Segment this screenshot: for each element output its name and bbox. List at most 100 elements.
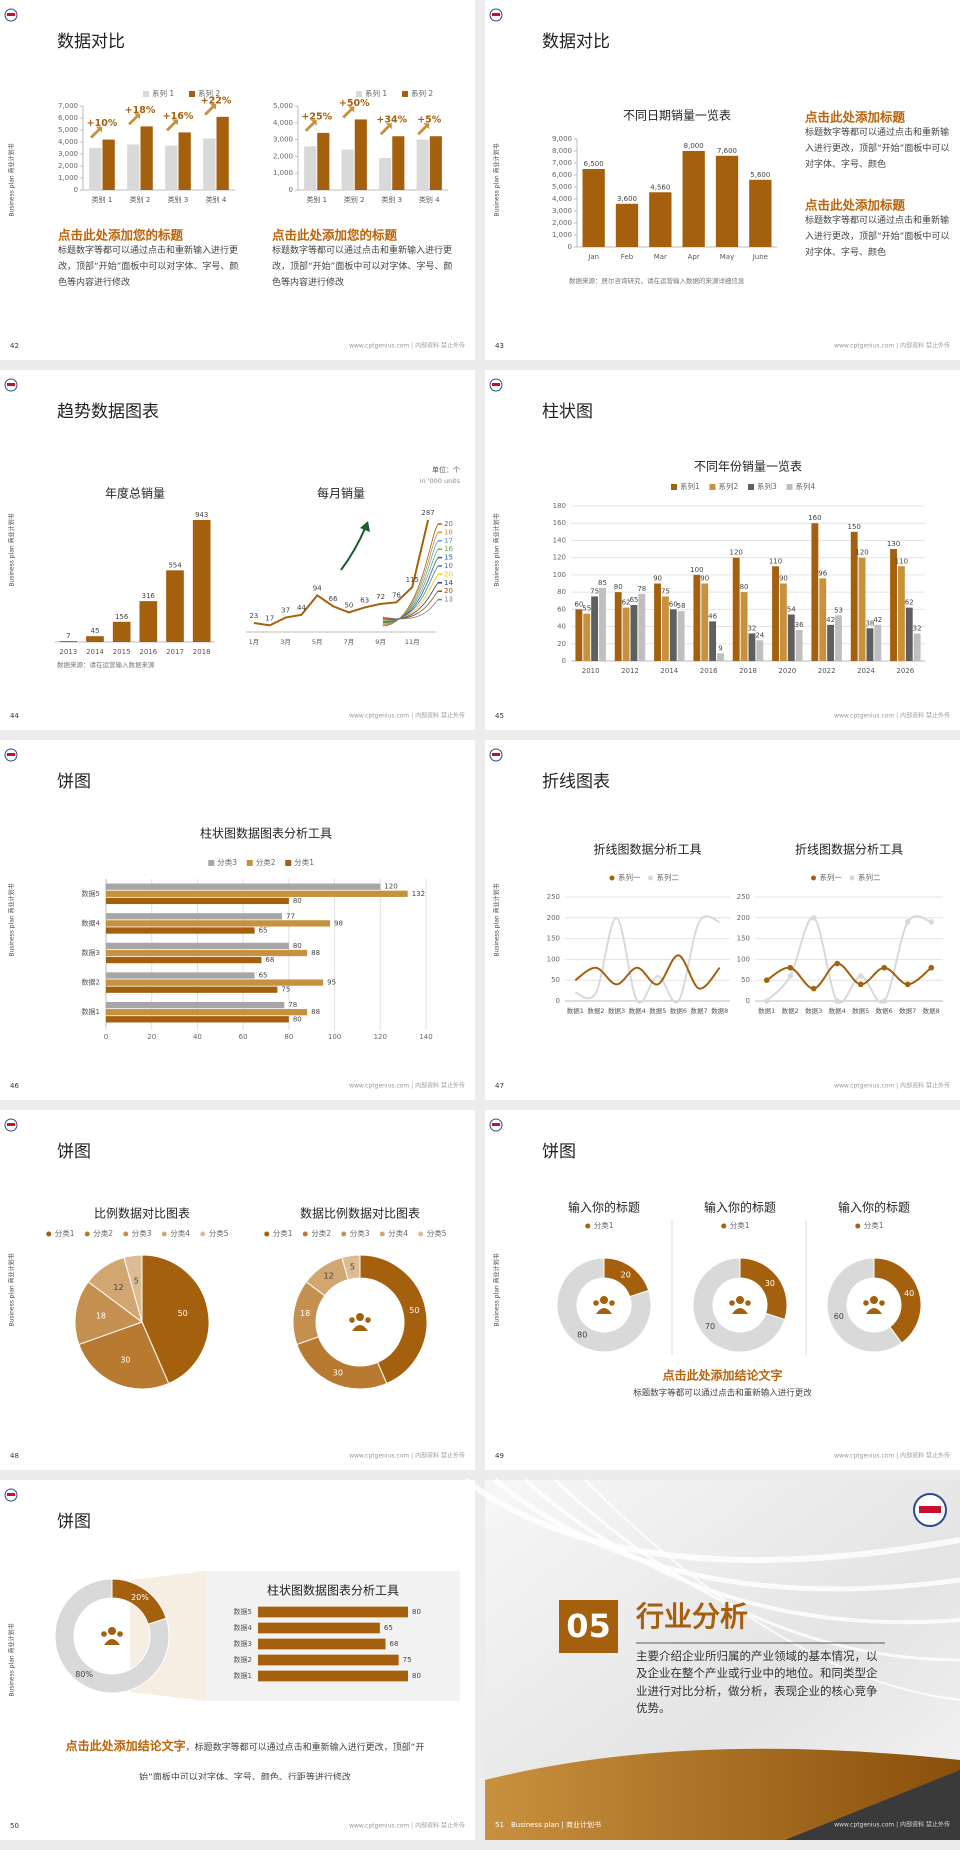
page-number: 47 bbox=[495, 1082, 504, 1090]
point bbox=[928, 919, 935, 925]
data-label: 80 bbox=[293, 1015, 302, 1023]
y-tick-label: 5,000 bbox=[58, 126, 78, 134]
icon-head bbox=[356, 1313, 364, 1321]
text: ，标题数字等都可以通过点击和重新输入进行更改，顶部“开始”面板中可以对字体、字号… bbox=[139, 1743, 425, 1780]
slide: 数据对比 Business plan 商业计划书 43 www.cptgenius.c… bbox=[485, 0, 960, 360]
x-tick-label: 140 bbox=[419, 1033, 432, 1041]
bar bbox=[654, 583, 661, 661]
annotation: +10% bbox=[87, 118, 118, 129]
slide-bg bbox=[0, 370, 475, 730]
x-tick-label: 2014 bbox=[86, 648, 104, 656]
page-number: 50 bbox=[10, 1822, 19, 1830]
data-label: 75 bbox=[403, 1656, 412, 1664]
bar bbox=[835, 615, 842, 661]
data-label: 12 bbox=[113, 1283, 123, 1292]
legend-label: 系列二 bbox=[858, 872, 881, 882]
end-label: 20 bbox=[444, 520, 453, 528]
slide-title: 饼图 bbox=[57, 1512, 91, 1532]
y-tick-label: 40 bbox=[557, 623, 566, 631]
x-tick-label: 11月 bbox=[405, 638, 420, 646]
data-label: 68 bbox=[265, 956, 274, 964]
section-number: 05 bbox=[566, 1607, 611, 1645]
legend-swatch bbox=[786, 484, 793, 490]
bar bbox=[890, 549, 897, 661]
chart-note: 数据来源：居尔咨询研究，请在运营输入数据的来源详细信息 bbox=[569, 276, 745, 285]
x-tick-label: 9月 bbox=[375, 638, 386, 646]
section-title: 行业分析 bbox=[635, 1600, 748, 1633]
text-heading: 点击此处添加您的标题 bbox=[272, 228, 398, 243]
data-label: 77 bbox=[286, 912, 295, 920]
bar bbox=[216, 116, 229, 190]
bar bbox=[874, 624, 882, 661]
data-label: 90 bbox=[700, 575, 709, 583]
footer: www.cptgenius.com | 内部资料 禁止外传 bbox=[834, 1821, 950, 1829]
legend-swatch bbox=[285, 860, 292, 866]
x-tick-label: 2016 bbox=[139, 648, 157, 656]
bar bbox=[756, 640, 764, 661]
x-tick-label: 60 bbox=[239, 1033, 248, 1041]
bar bbox=[59, 641, 78, 642]
bar bbox=[732, 557, 740, 661]
slide-bg bbox=[485, 1110, 960, 1470]
x-tick-label: May bbox=[720, 253, 734, 261]
bar bbox=[258, 1606, 408, 1618]
legend-swatch bbox=[341, 1231, 347, 1237]
legend-swatch bbox=[402, 91, 408, 97]
annotation-arrow bbox=[417, 123, 430, 136]
legend-label: 分类1 bbox=[864, 1220, 884, 1230]
bar bbox=[192, 520, 211, 642]
data-label: 287 bbox=[421, 509, 434, 517]
data-label: 80 bbox=[614, 583, 623, 591]
data-label: 20% bbox=[131, 1593, 149, 1602]
bar bbox=[102, 139, 115, 190]
bar bbox=[582, 169, 605, 247]
page-number: 51 bbox=[495, 1821, 504, 1829]
data-label: 53 bbox=[834, 606, 843, 614]
y-tick-label: 数据1 bbox=[234, 1671, 252, 1680]
text-body: 标题数字等都可以通过点击和重新输入进行更改，顶部“开始”面板中可以对字体、字号、… bbox=[272, 246, 452, 288]
slide-bg bbox=[485, 740, 960, 1100]
data-label: 80 bbox=[577, 1330, 587, 1339]
bar bbox=[811, 523, 819, 661]
text: 主要介绍企业所归属的产业领域的基本情况，以及企业在整个产业或行业中的地位。和同类… bbox=[636, 1649, 878, 1715]
text-body-box: 标题数字等都可以通过点击和重新输入进行更改，顶部“开始”面板中可以对字体、字号、… bbox=[58, 244, 243, 291]
bar bbox=[416, 139, 429, 190]
page-number: 43 bbox=[495, 342, 504, 350]
legend-swatch bbox=[585, 1223, 591, 1229]
bar bbox=[165, 145, 178, 190]
data-label: 18 bbox=[300, 1309, 310, 1318]
y-tick-label: 7,000 bbox=[552, 159, 572, 167]
page-number: 46 bbox=[10, 1082, 19, 1090]
data-label: 55 bbox=[582, 605, 591, 613]
legend-label: 系列4 bbox=[796, 481, 816, 491]
chart-title: 不同日期销量一览表 bbox=[623, 108, 731, 123]
data-label: 160 bbox=[808, 514, 821, 522]
y-tick-label: 2,000 bbox=[273, 152, 293, 160]
y-tick-label: 200 bbox=[547, 914, 560, 922]
data-label: 65 bbox=[384, 1624, 393, 1632]
legend-label: 分类3 bbox=[217, 857, 237, 867]
slide-bg bbox=[0, 740, 475, 1100]
bar bbox=[740, 592, 748, 661]
chart-title: 年度总销量 bbox=[105, 486, 165, 501]
y-tick-label: 120 bbox=[553, 554, 566, 562]
annotation: +22% bbox=[201, 95, 232, 106]
y-tick-label: 4,000 bbox=[552, 195, 572, 203]
x-tick-label: Jan bbox=[587, 253, 599, 261]
bar bbox=[304, 146, 317, 190]
y-tick-label: 0 bbox=[289, 186, 293, 194]
bar bbox=[615, 203, 639, 247]
x-tick-label: 100 bbox=[328, 1033, 341, 1041]
y-tick-label: 8,000 bbox=[552, 147, 572, 155]
legend-swatch bbox=[264, 1231, 270, 1237]
bar bbox=[89, 148, 102, 190]
text-body: 标题数字等都可以通过点击和重新输入进行更改，顶部“开始”面板中可以对字体、字号、… bbox=[58, 244, 243, 291]
bar bbox=[748, 633, 756, 661]
legend-swatch bbox=[123, 1231, 129, 1237]
text-heading: 点击此处添加标题 bbox=[805, 198, 906, 213]
annotation-arrow bbox=[128, 113, 140, 126]
footer: www.cptgenius.com | 内部资料 禁止外传 bbox=[834, 342, 950, 350]
end-label: 20 bbox=[444, 570, 453, 578]
bar bbox=[106, 956, 262, 964]
slice bbox=[692, 1257, 786, 1353]
